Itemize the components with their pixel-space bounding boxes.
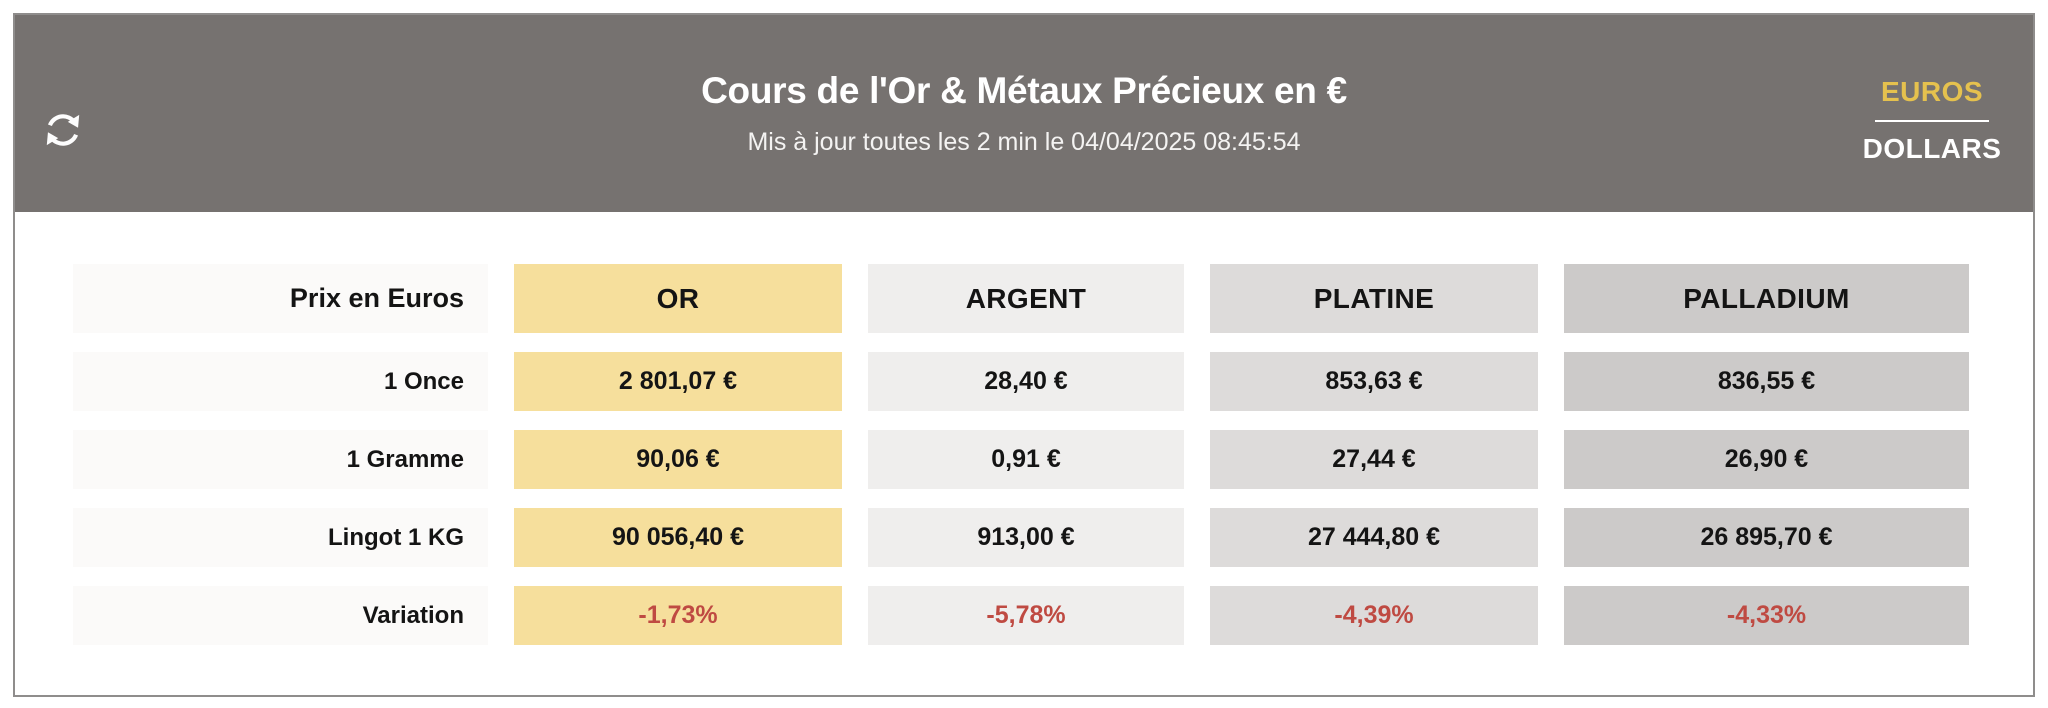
- gold-price-widget: Cours de l'Or & Métaux Précieux en € Mis…: [13, 13, 2035, 697]
- table-row-once: 1 Once 2 801,07 € 28,40 € 853,63 € 836,5…: [73, 352, 1973, 411]
- update-status: Mis à jour toutes les 2 min le 04/04/202…: [747, 128, 1301, 156]
- variation-palladium: -4,33%: [1564, 586, 1969, 645]
- price-once-argent: 28,40 €: [868, 352, 1184, 411]
- variation-platine: -4,39%: [1210, 586, 1538, 645]
- column-header-argent: ARGENT: [868, 264, 1184, 333]
- row-label-gramme: 1 Gramme: [73, 430, 488, 489]
- column-header-platine: PLATINE: [1210, 264, 1538, 333]
- price-once-or: 2 801,07 €: [514, 352, 842, 411]
- table-corner-label: Prix en Euros: [73, 264, 488, 333]
- table-row-variation: Variation -1,73% -5,78% -4,39% -4,33%: [73, 586, 1973, 645]
- refresh-button[interactable]: [39, 107, 87, 155]
- price-lingot-or: 90 056,40 €: [514, 508, 842, 567]
- currency-toggle: EUROS DOLLARS: [1863, 76, 2001, 165]
- price-gramme-palladium: 26,90 €: [1564, 430, 1969, 489]
- price-gramme-argent: 0,91 €: [868, 430, 1184, 489]
- price-once-platine: 853,63 €: [1210, 352, 1538, 411]
- price-once-palladium: 836,55 €: [1564, 352, 1969, 411]
- price-lingot-platine: 27 444,80 €: [1210, 508, 1538, 567]
- price-lingot-argent: 913,00 €: [868, 508, 1184, 567]
- widget-header: Cours de l'Or & Métaux Précieux en € Mis…: [15, 15, 2033, 212]
- table-header-row: Prix en Euros OR ARGENT PLATINE PALLADIU…: [73, 264, 1973, 333]
- table-row-gramme: 1 Gramme 90,06 € 0,91 € 27,44 € 26,90 €: [73, 430, 1973, 489]
- row-label-lingot: Lingot 1 KG: [73, 508, 488, 567]
- prices-table: Prix en Euros OR ARGENT PLATINE PALLADIU…: [15, 212, 2033, 645]
- column-header-palladium: PALLADIUM: [1564, 264, 1969, 333]
- currency-option-euros[interactable]: EUROS: [1880, 76, 1984, 107]
- header-titles: Cours de l'Or & Métaux Précieux en € Mis…: [701, 70, 1347, 157]
- currency-option-dollars[interactable]: DOLLARS: [1862, 132, 2002, 164]
- row-label-variation: Variation: [73, 586, 488, 645]
- page-title: Cours de l'Or & Métaux Précieux en €: [701, 70, 1347, 111]
- price-lingot-palladium: 26 895,70 €: [1564, 508, 1969, 567]
- currency-toggle-divider: [1875, 119, 1989, 122]
- row-label-once: 1 Once: [73, 352, 488, 411]
- variation-argent: -5,78%: [868, 586, 1184, 645]
- refresh-icon: [46, 114, 80, 146]
- column-header-or: OR: [514, 264, 842, 333]
- table-row-lingot: Lingot 1 KG 90 056,40 € 913,00 € 27 444,…: [73, 508, 1973, 567]
- variation-or: -1,73%: [514, 586, 842, 645]
- price-gramme-platine: 27,44 €: [1210, 430, 1538, 489]
- price-gramme-or: 90,06 €: [514, 430, 842, 489]
